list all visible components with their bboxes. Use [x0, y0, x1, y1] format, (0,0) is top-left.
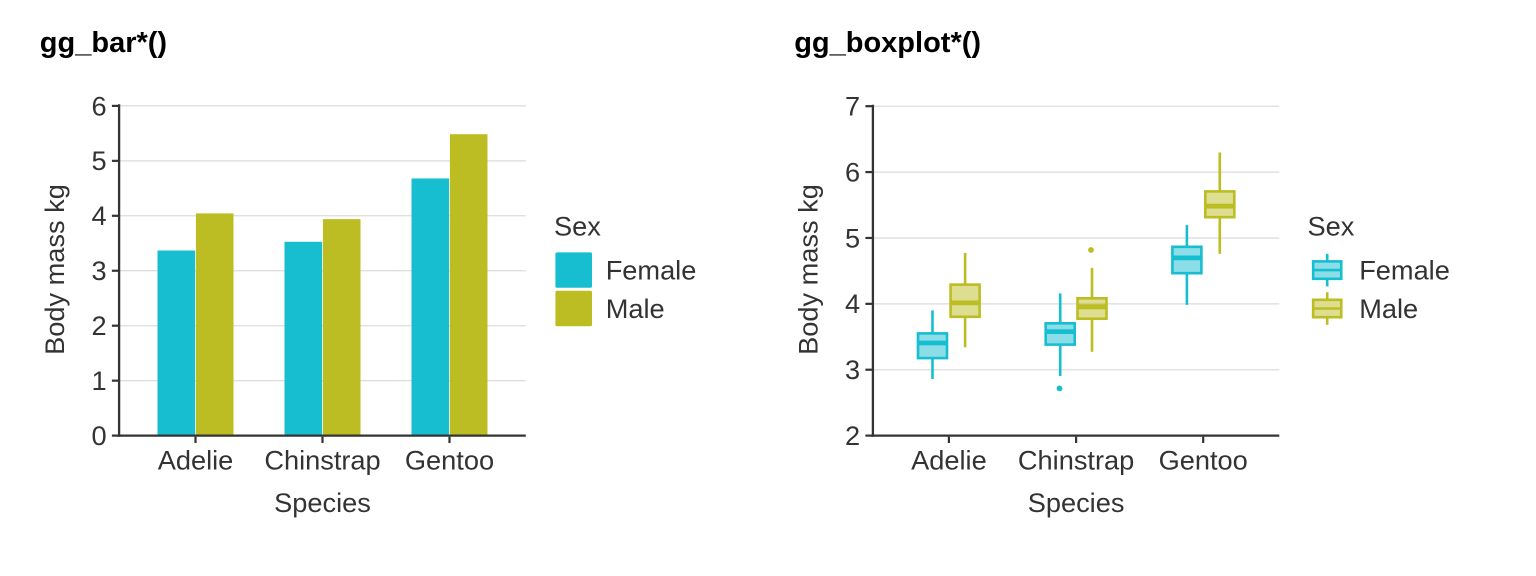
- svg-text:Gentoo: Gentoo: [1159, 445, 1248, 476]
- svg-text:Adelie: Adelie: [158, 445, 234, 476]
- svg-text:0: 0: [91, 420, 106, 451]
- svg-text:Sex: Sex: [1308, 211, 1355, 242]
- svg-text:Sex: Sex: [554, 211, 601, 242]
- svg-text:Adelie: Adelie: [911, 445, 987, 476]
- svg-text:4: 4: [91, 200, 106, 231]
- svg-text:1: 1: [91, 365, 106, 396]
- svg-text:gg_boxplot*(): gg_boxplot*(): [794, 27, 981, 59]
- svg-text:gg_bar*(): gg_bar*(): [40, 27, 167, 59]
- svg-text:4: 4: [845, 288, 860, 319]
- svg-text:3: 3: [91, 255, 106, 286]
- svg-text:5: 5: [845, 222, 860, 253]
- svg-text:6: 6: [845, 156, 860, 187]
- svg-text:Species: Species: [1028, 487, 1125, 518]
- svg-text:2: 2: [845, 420, 860, 451]
- svg-text:Male: Male: [606, 293, 665, 324]
- svg-text:2: 2: [91, 310, 106, 341]
- svg-text:7: 7: [845, 91, 860, 122]
- svg-text:5: 5: [91, 145, 106, 176]
- svg-text:Female: Female: [606, 254, 697, 285]
- svg-text:Body mass kg: Body mass kg: [39, 184, 70, 355]
- svg-text:Chinstrap: Chinstrap: [264, 445, 380, 476]
- svg-text:6: 6: [91, 90, 106, 121]
- svg-text:3: 3: [845, 354, 860, 385]
- svg-text:Chinstrap: Chinstrap: [1018, 445, 1134, 476]
- svg-text:Species: Species: [274, 487, 371, 518]
- svg-text:Female: Female: [1359, 254, 1450, 285]
- svg-text:Gentoo: Gentoo: [405, 445, 494, 476]
- svg-text:Male: Male: [1359, 293, 1418, 324]
- svg-text:Body mass kg: Body mass kg: [793, 184, 824, 355]
